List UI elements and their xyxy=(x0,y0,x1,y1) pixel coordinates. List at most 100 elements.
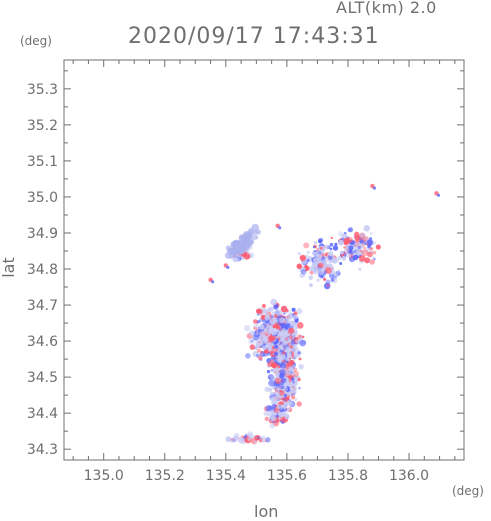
echo-cell xyxy=(271,361,278,369)
x-tick-label: 135.8 xyxy=(328,468,368,484)
echo-cell xyxy=(332,245,339,251)
echo-cell xyxy=(250,340,253,343)
echo-cell xyxy=(354,242,358,246)
echo-cell xyxy=(353,231,360,238)
y-tick-label: 35.3 xyxy=(27,82,58,98)
echo-cell xyxy=(309,283,313,288)
echo-cell xyxy=(271,404,277,409)
echo-cell xyxy=(267,308,271,312)
echo-cell xyxy=(297,377,301,382)
plot-frame xyxy=(63,59,465,461)
echo-cell xyxy=(297,334,302,339)
echo-cell xyxy=(273,304,279,310)
x-tick-label: 135.6 xyxy=(267,468,307,484)
echo-cell xyxy=(287,399,292,405)
echo-cell xyxy=(257,436,260,439)
x-axis-unit: (deg) xyxy=(452,484,484,498)
echo-cell xyxy=(279,369,286,376)
echo-cell xyxy=(323,244,330,250)
echo-cell xyxy=(283,393,287,398)
echo-cell xyxy=(232,256,238,263)
echo-cell xyxy=(273,384,277,387)
y-tick-label: 34.6 xyxy=(27,334,58,350)
echo-cell xyxy=(292,336,295,340)
echo-cell xyxy=(313,241,318,245)
echo-cell xyxy=(285,396,290,401)
echo-cell xyxy=(314,270,318,274)
echo-cell xyxy=(348,227,353,233)
echo-cell xyxy=(265,405,273,412)
echo-cell xyxy=(280,362,287,369)
echo-cell xyxy=(325,267,332,274)
echo-cell xyxy=(279,317,285,324)
echo-cell xyxy=(249,344,256,350)
echo-cell xyxy=(291,321,298,327)
echo-cell xyxy=(328,251,334,256)
x-tick-label: 135.2 xyxy=(145,468,185,484)
echo-cell xyxy=(336,269,341,273)
echo-cell xyxy=(320,275,324,279)
echo-cell xyxy=(299,272,306,279)
y-tick-label: 34.8 xyxy=(27,262,58,278)
echo-cell xyxy=(288,391,292,395)
echo-cell xyxy=(290,371,293,375)
echo-cell xyxy=(226,265,230,269)
echo-cell xyxy=(270,298,277,306)
echo-cell xyxy=(259,324,265,330)
echo-cell xyxy=(367,251,373,258)
echo-cell xyxy=(294,354,298,358)
echo-cell xyxy=(248,330,255,337)
y-tick-label: 34.9 xyxy=(27,226,58,242)
echo-cell xyxy=(296,263,303,270)
echo-cell xyxy=(375,244,381,250)
echo-cell xyxy=(244,325,251,332)
echo-cell xyxy=(346,252,351,258)
echo-cell xyxy=(346,237,353,244)
echo-cell xyxy=(275,352,278,356)
echo-cell xyxy=(297,351,301,355)
echo-cell xyxy=(338,231,344,237)
echo-cell xyxy=(269,391,274,396)
timestamp-title: 2020/09/17 17:43:31 xyxy=(128,24,380,49)
echo-cell xyxy=(298,364,304,370)
echo-cell xyxy=(236,247,245,255)
echo-cell xyxy=(318,239,322,244)
echo-cell xyxy=(245,353,251,359)
echo-cell xyxy=(274,377,282,385)
echo-cell xyxy=(358,267,362,271)
echo-cell xyxy=(271,411,277,418)
echo-cell xyxy=(267,333,271,337)
echo-cell xyxy=(308,275,314,281)
echo-cell xyxy=(261,345,267,351)
echo-cell xyxy=(303,242,310,249)
echo-cell xyxy=(361,249,369,257)
echo-cell xyxy=(280,346,285,351)
echo-cell xyxy=(264,416,269,421)
echo-cell xyxy=(291,307,296,312)
echo-cell xyxy=(271,416,277,422)
echo-cell xyxy=(339,262,343,265)
echo-cell xyxy=(295,339,299,344)
echo-cell xyxy=(253,326,258,331)
echo-cell xyxy=(264,386,270,392)
y-tick-label: 34.4 xyxy=(27,406,58,422)
echo-cell xyxy=(261,303,266,309)
echo-cell xyxy=(277,387,280,391)
echo-cell xyxy=(255,322,259,326)
echo-cell xyxy=(283,312,286,315)
echo-cell xyxy=(313,245,316,249)
echo-cell xyxy=(239,241,245,248)
echo-cell xyxy=(340,250,344,255)
y-tick-label: 34.3 xyxy=(27,442,58,458)
echo-cell xyxy=(279,417,284,422)
echo-cell xyxy=(316,278,320,282)
echo-cell xyxy=(359,232,366,239)
echo-cell xyxy=(331,258,338,264)
echo-cell xyxy=(329,273,335,279)
echo-cell xyxy=(369,259,376,265)
echo-cell xyxy=(315,250,320,255)
echo-cell xyxy=(307,256,312,260)
echo-cell xyxy=(257,319,261,324)
echo-cell xyxy=(311,264,318,271)
echo-cell xyxy=(348,249,353,253)
